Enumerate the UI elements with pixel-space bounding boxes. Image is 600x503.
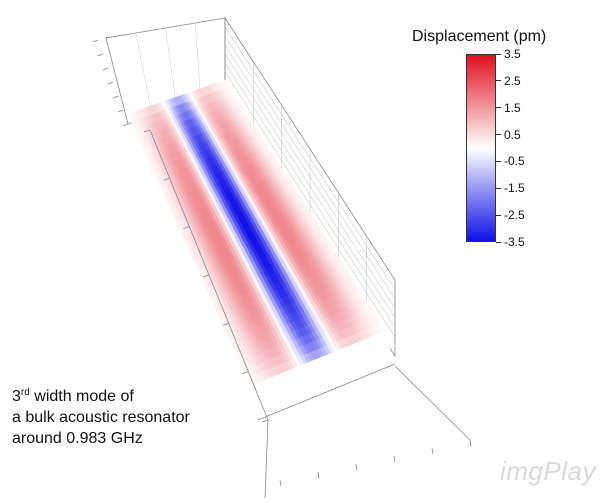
colorbar-tick-label: -2.5: [504, 208, 525, 223]
z-axis-tick: [97, 53, 104, 57]
colorbar-tick-mark: [496, 187, 501, 189]
x-axis-tick: [355, 463, 358, 471]
z-axis-tick: [117, 109, 124, 113]
x-axis-tick: [279, 479, 282, 487]
caption-ordinal: 3: [12, 388, 21, 405]
z-axis-tick: [102, 67, 109, 71]
z-axis-tick: [92, 39, 99, 43]
colorbar-tick-label: 1.5: [504, 100, 521, 115]
floor-edge: [394, 365, 471, 441]
x-axis-tick: [469, 439, 472, 447]
colorbar-tick-mark: [496, 80, 501, 82]
x-axis-tick: [431, 447, 434, 455]
colorbar-tick-mark: [496, 134, 501, 136]
y-axis-tick: [242, 371, 249, 375]
colorbar-title: Displacement (pm): [412, 28, 547, 45]
colorbar-tick-mark: [496, 241, 501, 243]
colorbar-tick-label: -0.5: [504, 154, 525, 169]
colorbar: [466, 54, 496, 242]
colorbar-tick-label: 0.5: [504, 127, 521, 142]
colorbar-tick-mark: [496, 107, 501, 109]
front-edge: [264, 419, 269, 499]
caption-line-1-text: width mode of: [29, 388, 134, 405]
caption-ordinal-suffix: rd: [20, 387, 30, 398]
z-axis-tick: [112, 95, 119, 99]
colorbar-tick-label: -3.5: [504, 235, 525, 249]
y-axis-tick: [202, 274, 210, 278]
surface-cell: [386, 338, 396, 348]
x-axis: [257, 363, 396, 421]
colorbar-tick-label: -1.5: [504, 181, 525, 196]
x-axis-tick: [317, 471, 320, 479]
side-wall-gridline: [135, 32, 153, 116]
colorbar-tick-mark: [496, 214, 501, 216]
caption-line-1: 3rd width mode of: [12, 386, 190, 407]
colorbar-tick-mark: [496, 53, 501, 55]
caption-line-2: a bulk acoustic resonator: [12, 409, 190, 426]
y-axis-tick: [143, 129, 151, 133]
y-axis-tick: [261, 419, 269, 423]
caption-line-3: around 0.983 GHz: [12, 430, 143, 447]
y-axis-tick: [183, 226, 190, 230]
watermark-logo: imgPlay: [500, 456, 596, 486]
y-axis-tick: [163, 177, 170, 181]
colorbar-tick-mark: [496, 160, 501, 162]
y-axis-tick: [222, 322, 229, 326]
colorbar-tick-label: 2.5: [504, 73, 521, 88]
side-wall-gridline: [165, 27, 177, 108]
figure-caption: 3rd width mode of a bulk acoustic resona…: [12, 386, 190, 449]
z-axis-tick: [122, 123, 129, 127]
side-wall-gridline: [194, 22, 202, 99]
colorbar-tick-label: 3.5: [504, 47, 521, 61]
z-axis-tick: [107, 81, 114, 85]
x-axis-tick: [393, 455, 396, 463]
